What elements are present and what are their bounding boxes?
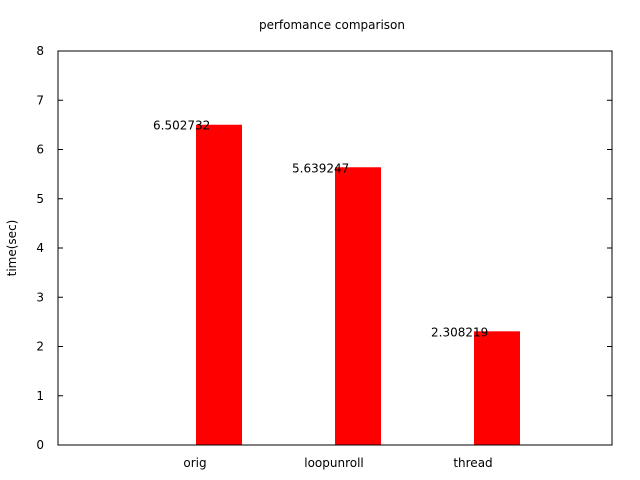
x-tick-labels-layer: orig loopunroll thread [183,456,492,470]
x-tick-label-orig: orig [183,456,206,470]
bar-loopunroll [335,167,381,445]
y-ticks-layer [58,50,612,446]
bar-orig [196,124,242,445]
bars-layer [196,124,520,445]
y-tick-label-2: 2 [36,340,44,354]
bar-thread [474,331,520,445]
y-tick-label-7: 7 [36,93,44,107]
data-label-orig: 6.502732 [153,119,210,133]
y-tick-label-6: 6 [36,143,44,157]
x-tick-label-loopunroll: loopunroll [304,456,364,470]
chart-title: perfomance comparison [259,18,405,32]
y-axis-label: time(sec) [5,220,19,277]
y-tick-label-8: 8 [36,44,44,58]
y-tick-label-0: 0 [36,438,44,452]
data-label-thread: 2.308219 [431,325,488,339]
data-label-loopunroll: 5.639247 [292,161,349,175]
y-tick-label-3: 3 [36,290,44,304]
y-tick-label-4: 4 [36,241,44,255]
y-tick-labels-layer: 0 1 2 3 4 5 6 7 8 [36,44,44,452]
x-tick-label-thread: thread [453,456,492,470]
y-tick-label-1: 1 [36,389,44,403]
y-tick-label-5: 5 [36,192,44,206]
value-labels-layer: 6.502732 5.639247 2.308219 [153,119,488,340]
